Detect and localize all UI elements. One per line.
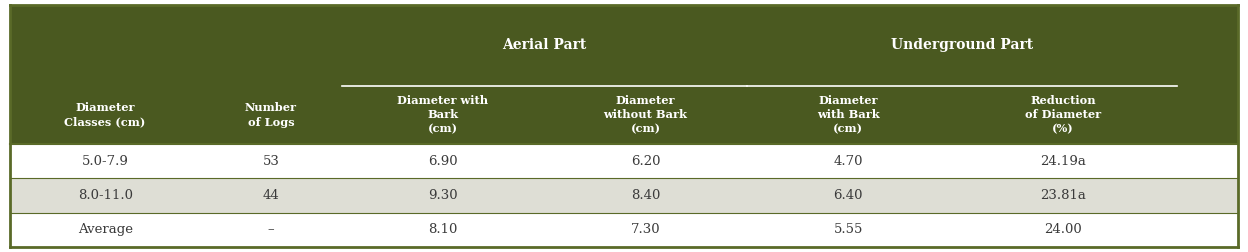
Text: 9.30: 9.30: [428, 189, 458, 202]
Text: 23.81a: 23.81a: [1040, 189, 1086, 202]
Text: Average: Average: [77, 223, 132, 236]
Text: 6.90: 6.90: [428, 155, 458, 168]
Bar: [10, 5, 1238, 144]
Text: –: –: [267, 223, 275, 236]
Text: 6.40: 6.40: [834, 189, 862, 202]
Text: 8.0-11.0: 8.0-11.0: [77, 189, 132, 202]
Text: 4.70: 4.70: [834, 155, 862, 168]
Text: 7.30: 7.30: [630, 223, 660, 236]
Text: 8.40: 8.40: [630, 189, 660, 202]
Bar: [10, 178, 1238, 213]
Text: 24.19a: 24.19a: [1040, 155, 1086, 168]
Text: Diameter
Classes (cm): Diameter Classes (cm): [65, 102, 146, 128]
Text: 44: 44: [262, 189, 280, 202]
Text: 8.10: 8.10: [428, 223, 458, 236]
Text: 53: 53: [262, 155, 280, 168]
Text: Aerial Part: Aerial Part: [502, 38, 587, 52]
Bar: [10, 144, 1238, 178]
Text: 5.0-7.9: 5.0-7.9: [81, 155, 129, 168]
Text: Diameter with
Bark
(cm): Diameter with Bark (cm): [397, 95, 488, 135]
Text: Diameter
with Bark
(cm): Diameter with Bark (cm): [816, 95, 880, 135]
Text: Reduction
of Diameter
(%): Reduction of Diameter (%): [1025, 95, 1101, 135]
Text: Underground Part: Underground Part: [891, 38, 1033, 52]
Text: 5.55: 5.55: [834, 223, 862, 236]
Bar: [10, 213, 1238, 247]
Text: 24.00: 24.00: [1045, 223, 1082, 236]
Text: Number
of Logs: Number of Logs: [245, 102, 297, 128]
Text: 6.20: 6.20: [630, 155, 660, 168]
Text: Diameter
without Bark
(cm): Diameter without Bark (cm): [604, 95, 688, 135]
